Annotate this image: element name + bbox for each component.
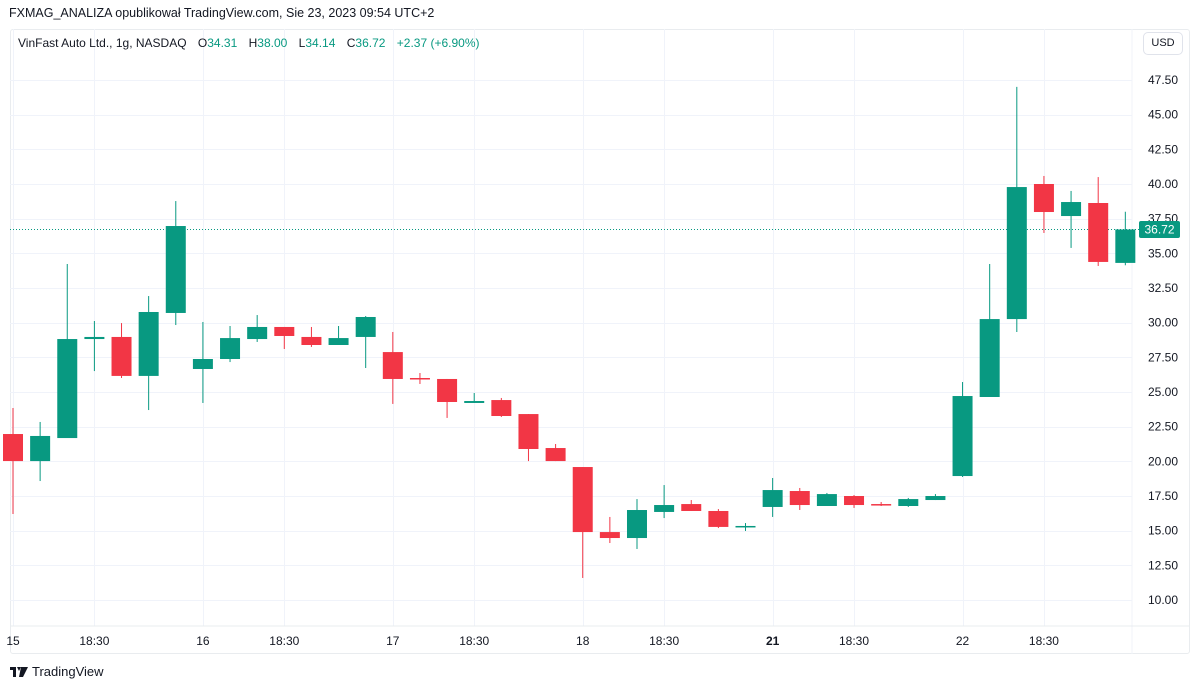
- candle-up: [1006, 86, 1027, 332]
- time-tick-label: 22: [956, 634, 970, 648]
- price-tick-label: 32.50: [1148, 281, 1178, 295]
- candle-up: [1115, 211, 1136, 266]
- price-tick-label: 12.50: [1148, 558, 1178, 572]
- candle-down: [681, 500, 702, 511]
- time-tick-label: 18: [576, 634, 590, 648]
- tradingview-branding[interactable]: TradingView: [10, 664, 104, 679]
- current-price-label: 36.72: [1144, 222, 1174, 236]
- candle-down: [1088, 177, 1109, 266]
- candle-up: [925, 494, 946, 501]
- price-tick-label: 30.00: [1148, 316, 1178, 330]
- candle-up: [328, 326, 349, 345]
- candle-up: [816, 492, 837, 506]
- candle-up: [30, 421, 51, 482]
- chart-frame: [10, 29, 1190, 654]
- candle-up: [355, 316, 376, 369]
- current-price-tag: 36.72: [1139, 220, 1180, 238]
- brand-name: TradingView: [32, 664, 104, 679]
- price-tick-label: 25.00: [1148, 385, 1178, 399]
- time-tick-label: 15: [6, 634, 20, 648]
- time-tick-label: 18:30: [649, 634, 679, 648]
- candle-up: [220, 326, 241, 363]
- candle-down: [409, 373, 430, 384]
- symbol-legend: VinFast Auto Ltd., 1g, NASDAQ O34.31 H38…: [18, 36, 480, 50]
- time-tick-label: 16: [196, 634, 210, 648]
- high-value: 38.00: [257, 36, 288, 50]
- price-tick-label: 40.00: [1148, 177, 1178, 191]
- candle-down: [437, 378, 458, 418]
- candle-down: [491, 397, 512, 417]
- close-label: C: [346, 36, 356, 50]
- candle-up: [84, 321, 105, 372]
- candle-up: [57, 264, 78, 439]
- close-value: 36.72: [355, 36, 386, 50]
- symbol-name: VinFast Auto Ltd., 1g, NASDAQ: [18, 36, 187, 50]
- grid-lines: [10, 29, 1132, 626]
- low-label: L: [298, 36, 306, 50]
- candle-up: [952, 382, 973, 478]
- price-tick-label: 10.00: [1148, 593, 1178, 607]
- high-label: H: [248, 36, 258, 50]
- time-tick-label: 18:30: [839, 634, 869, 648]
- candle-down: [1033, 175, 1054, 233]
- candle-up: [626, 499, 647, 549]
- candle-up: [192, 321, 213, 403]
- candle-down: [789, 487, 810, 511]
- time-tick-label: 21: [766, 634, 780, 648]
- open-label: O: [197, 36, 208, 50]
- candle-up: [735, 523, 756, 531]
- open-value: 34.31: [207, 36, 238, 50]
- low-value: 34.14: [305, 36, 336, 50]
- price-tick-label: 15.00: [1148, 524, 1178, 538]
- candle-down: [599, 516, 620, 544]
- candle-down: [572, 467, 593, 578]
- candle-down: [111, 323, 132, 379]
- candle-down: [3, 407, 23, 515]
- price-axis[interactable]: 10.00 12.50 15.00 17.50 20.00 22.50 25.00 27.50…: [1148, 73, 1178, 607]
- candle-up: [165, 201, 186, 326]
- time-tick-label: 18:30: [269, 634, 299, 648]
- price-tick-label: 17.50: [1148, 489, 1178, 503]
- candle-down: [844, 495, 865, 508]
- candle-up: [247, 315, 268, 342]
- candles: [3, 86, 1136, 578]
- candle-down: [301, 326, 322, 347]
- price-tick-label: 27.50: [1148, 350, 1178, 364]
- currency-button[interactable]: USD: [1143, 32, 1183, 55]
- candle-up: [138, 296, 159, 411]
- price-tick-label: 20.00: [1148, 454, 1178, 468]
- publisher-line: FXMAG_ANALIZA opublikował TradingView.co…: [9, 6, 435, 20]
- candle-down: [382, 331, 403, 404]
- candle-down: [545, 444, 566, 462]
- price-tick-label: 22.50: [1148, 420, 1178, 434]
- candle-down: [708, 509, 729, 529]
- candle-up: [762, 477, 783, 517]
- price-tick-label: 42.50: [1148, 142, 1178, 156]
- time-axis[interactable]: 15 18:30 16 18:30 17 18:30 18 18:30 21 18:30 22 18:…: [6, 634, 1059, 648]
- price-tick-label: 35.00: [1148, 246, 1178, 260]
- time-tick-label: 18:30: [79, 634, 109, 648]
- candle-up: [979, 264, 1000, 397]
- candle-down: [518, 414, 539, 462]
- change-value: +2.37 (+6.90%): [396, 36, 480, 50]
- time-tick-label: 17: [386, 634, 400, 648]
- price-tick-label: 45.00: [1148, 108, 1178, 122]
- candle-down: [274, 326, 295, 350]
- tradingview-logo-icon: [10, 666, 28, 677]
- candle-up: [898, 497, 919, 507]
- time-tick-label: 18:30: [1029, 634, 1059, 648]
- candle-down: [871, 501, 892, 506]
- price-tick-label: 47.50: [1148, 73, 1178, 87]
- candle-up: [464, 392, 485, 403]
- candle-up: [1061, 190, 1082, 248]
- time-tick-label: 18:30: [459, 634, 489, 648]
- axis-separators: [10, 29, 1190, 654]
- candle-up: [654, 485, 675, 519]
